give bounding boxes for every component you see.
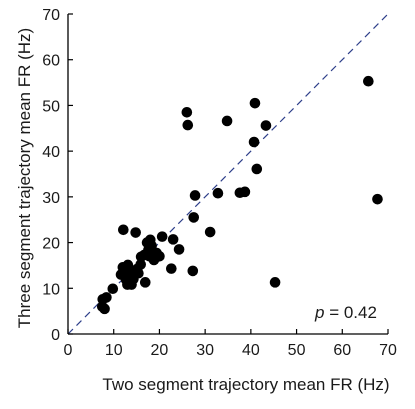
data-point	[130, 227, 141, 238]
data-point	[239, 186, 251, 198]
data-point	[372, 193, 383, 205]
y-tick-label: 20	[42, 236, 60, 253]
x-tick-label: 10	[105, 342, 123, 359]
x-tick-label: 70	[379, 342, 397, 359]
data-point	[187, 265, 199, 277]
p-symbol: p	[314, 303, 324, 322]
data-point	[139, 277, 151, 288]
data-point	[249, 97, 261, 109]
data-point	[156, 231, 168, 242]
y-axis-title: Three segment trajectory mean FR (Hz)	[15, 28, 34, 328]
data-point	[107, 283, 119, 295]
data-point	[204, 226, 216, 238]
x-tick-label: 30	[196, 342, 214, 359]
data-point	[212, 187, 224, 199]
y-axis-ticks: 0 10 20 30 40 50 60 70	[42, 7, 73, 344]
data-point	[182, 119, 194, 131]
data-point	[248, 136, 260, 148]
data-point	[166, 263, 177, 274]
y-tick-label: 40	[42, 144, 60, 161]
data-point	[133, 267, 144, 279]
data-point	[173, 244, 185, 255]
x-tick-label: 0	[64, 342, 73, 359]
data-point	[260, 120, 272, 131]
data-point	[363, 75, 374, 87]
x-tick-label: 20	[151, 342, 169, 359]
data-point	[154, 250, 165, 262]
x-axis-title: Two segment trajectory mean FR (Hz)	[102, 375, 389, 394]
y-tick-label: 50	[42, 98, 60, 115]
p-value-text: = 0.42	[324, 303, 376, 322]
data-point	[181, 106, 193, 118]
x-tick-label: 50	[288, 342, 306, 359]
data-point	[99, 303, 110, 315]
y-tick-label: 10	[42, 281, 60, 298]
data-point	[188, 212, 200, 223]
data-point	[251, 163, 263, 175]
data-point	[135, 259, 146, 270]
data-point	[101, 292, 112, 303]
y-tick-label: 0	[51, 327, 60, 344]
p-value-annotation: p = 0.42	[314, 303, 377, 322]
data-point	[118, 224, 129, 236]
y-tick-label: 70	[42, 7, 60, 24]
data-point	[269, 277, 281, 288]
x-axis-ticks: 0 10 20 30 40 50 60 70	[64, 329, 397, 359]
data-point	[167, 234, 179, 245]
x-tick-label: 60	[333, 342, 351, 359]
y-tick-label: 60	[42, 53, 60, 70]
x-tick-label: 40	[242, 342, 260, 359]
data-point	[189, 190, 201, 201]
y-tick-label: 30	[42, 190, 60, 207]
data-points	[96, 75, 383, 315]
data-point	[221, 115, 233, 127]
